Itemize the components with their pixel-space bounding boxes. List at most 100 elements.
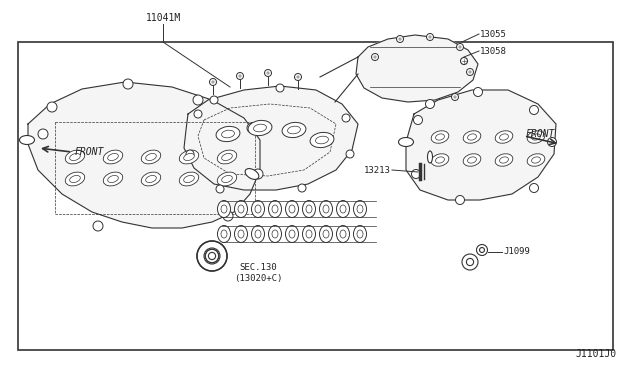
Ellipse shape <box>252 225 264 243</box>
Ellipse shape <box>353 225 367 243</box>
Ellipse shape <box>428 151 433 163</box>
Ellipse shape <box>340 230 346 238</box>
Circle shape <box>93 221 103 231</box>
Ellipse shape <box>255 205 261 213</box>
Ellipse shape <box>532 157 540 163</box>
Ellipse shape <box>269 225 282 243</box>
Ellipse shape <box>103 150 123 164</box>
Circle shape <box>253 169 263 179</box>
Polygon shape <box>406 90 556 200</box>
Ellipse shape <box>463 154 481 166</box>
Ellipse shape <box>272 230 278 238</box>
Circle shape <box>205 249 219 263</box>
Text: 11041M: 11041M <box>145 13 180 23</box>
Circle shape <box>479 247 484 253</box>
Ellipse shape <box>253 124 266 132</box>
Ellipse shape <box>357 230 363 238</box>
Polygon shape <box>28 82 260 228</box>
Ellipse shape <box>527 154 545 166</box>
Circle shape <box>371 54 378 61</box>
Ellipse shape <box>436 134 444 140</box>
Ellipse shape <box>221 205 227 213</box>
Ellipse shape <box>19 135 35 144</box>
Ellipse shape <box>289 230 295 238</box>
Ellipse shape <box>108 154 118 161</box>
Circle shape <box>456 196 465 205</box>
Ellipse shape <box>316 136 328 144</box>
Circle shape <box>216 185 224 193</box>
Circle shape <box>264 70 271 77</box>
Ellipse shape <box>468 134 476 140</box>
Ellipse shape <box>340 205 346 213</box>
Text: 13055: 13055 <box>480 29 507 38</box>
Ellipse shape <box>495 131 513 143</box>
Circle shape <box>223 211 233 221</box>
Ellipse shape <box>436 157 444 163</box>
Ellipse shape <box>216 126 240 142</box>
Circle shape <box>237 73 243 80</box>
Ellipse shape <box>282 122 306 138</box>
Ellipse shape <box>500 134 508 140</box>
Ellipse shape <box>238 205 244 213</box>
Ellipse shape <box>495 154 513 166</box>
Circle shape <box>38 129 48 139</box>
Ellipse shape <box>319 201 333 218</box>
Ellipse shape <box>238 230 244 238</box>
Ellipse shape <box>234 201 248 218</box>
Circle shape <box>209 78 216 86</box>
Ellipse shape <box>184 176 195 183</box>
Polygon shape <box>184 86 358 190</box>
Circle shape <box>294 74 301 80</box>
Circle shape <box>461 58 467 64</box>
Circle shape <box>210 96 218 104</box>
Ellipse shape <box>399 138 413 147</box>
Text: FRONT: FRONT <box>75 147 104 157</box>
Circle shape <box>477 244 488 256</box>
Ellipse shape <box>179 172 199 186</box>
Ellipse shape <box>179 150 199 164</box>
Ellipse shape <box>217 150 237 164</box>
Ellipse shape <box>306 205 312 213</box>
Ellipse shape <box>221 154 232 161</box>
Ellipse shape <box>70 176 81 183</box>
Ellipse shape <box>285 201 298 218</box>
Circle shape <box>186 150 194 158</box>
Ellipse shape <box>431 131 449 143</box>
Ellipse shape <box>108 176 118 183</box>
Ellipse shape <box>221 130 234 138</box>
Ellipse shape <box>357 205 363 213</box>
Circle shape <box>346 150 354 158</box>
Ellipse shape <box>141 150 161 164</box>
Bar <box>18 42 613 350</box>
Circle shape <box>123 79 133 89</box>
Ellipse shape <box>287 126 300 134</box>
Ellipse shape <box>353 201 367 218</box>
Text: SEC.130: SEC.130 <box>239 263 277 273</box>
Ellipse shape <box>103 172 123 186</box>
Ellipse shape <box>463 131 481 143</box>
Ellipse shape <box>184 154 195 161</box>
Ellipse shape <box>141 172 161 186</box>
Text: FRONT: FRONT <box>526 129 556 139</box>
Circle shape <box>298 184 306 192</box>
Ellipse shape <box>248 121 272 136</box>
Ellipse shape <box>218 201 230 218</box>
Circle shape <box>547 138 557 147</box>
Ellipse shape <box>285 225 298 243</box>
Circle shape <box>529 183 538 192</box>
Circle shape <box>426 33 433 41</box>
Ellipse shape <box>70 154 81 161</box>
Ellipse shape <box>303 201 316 218</box>
Text: (13020+C): (13020+C) <box>234 273 282 282</box>
Circle shape <box>397 35 403 42</box>
Circle shape <box>276 84 284 92</box>
Ellipse shape <box>217 172 237 186</box>
Circle shape <box>197 241 227 271</box>
Ellipse shape <box>306 230 312 238</box>
Ellipse shape <box>252 201 264 218</box>
Ellipse shape <box>310 132 334 148</box>
Ellipse shape <box>323 205 329 213</box>
Circle shape <box>467 259 474 266</box>
Text: 13058: 13058 <box>480 46 507 55</box>
Circle shape <box>247 123 257 133</box>
